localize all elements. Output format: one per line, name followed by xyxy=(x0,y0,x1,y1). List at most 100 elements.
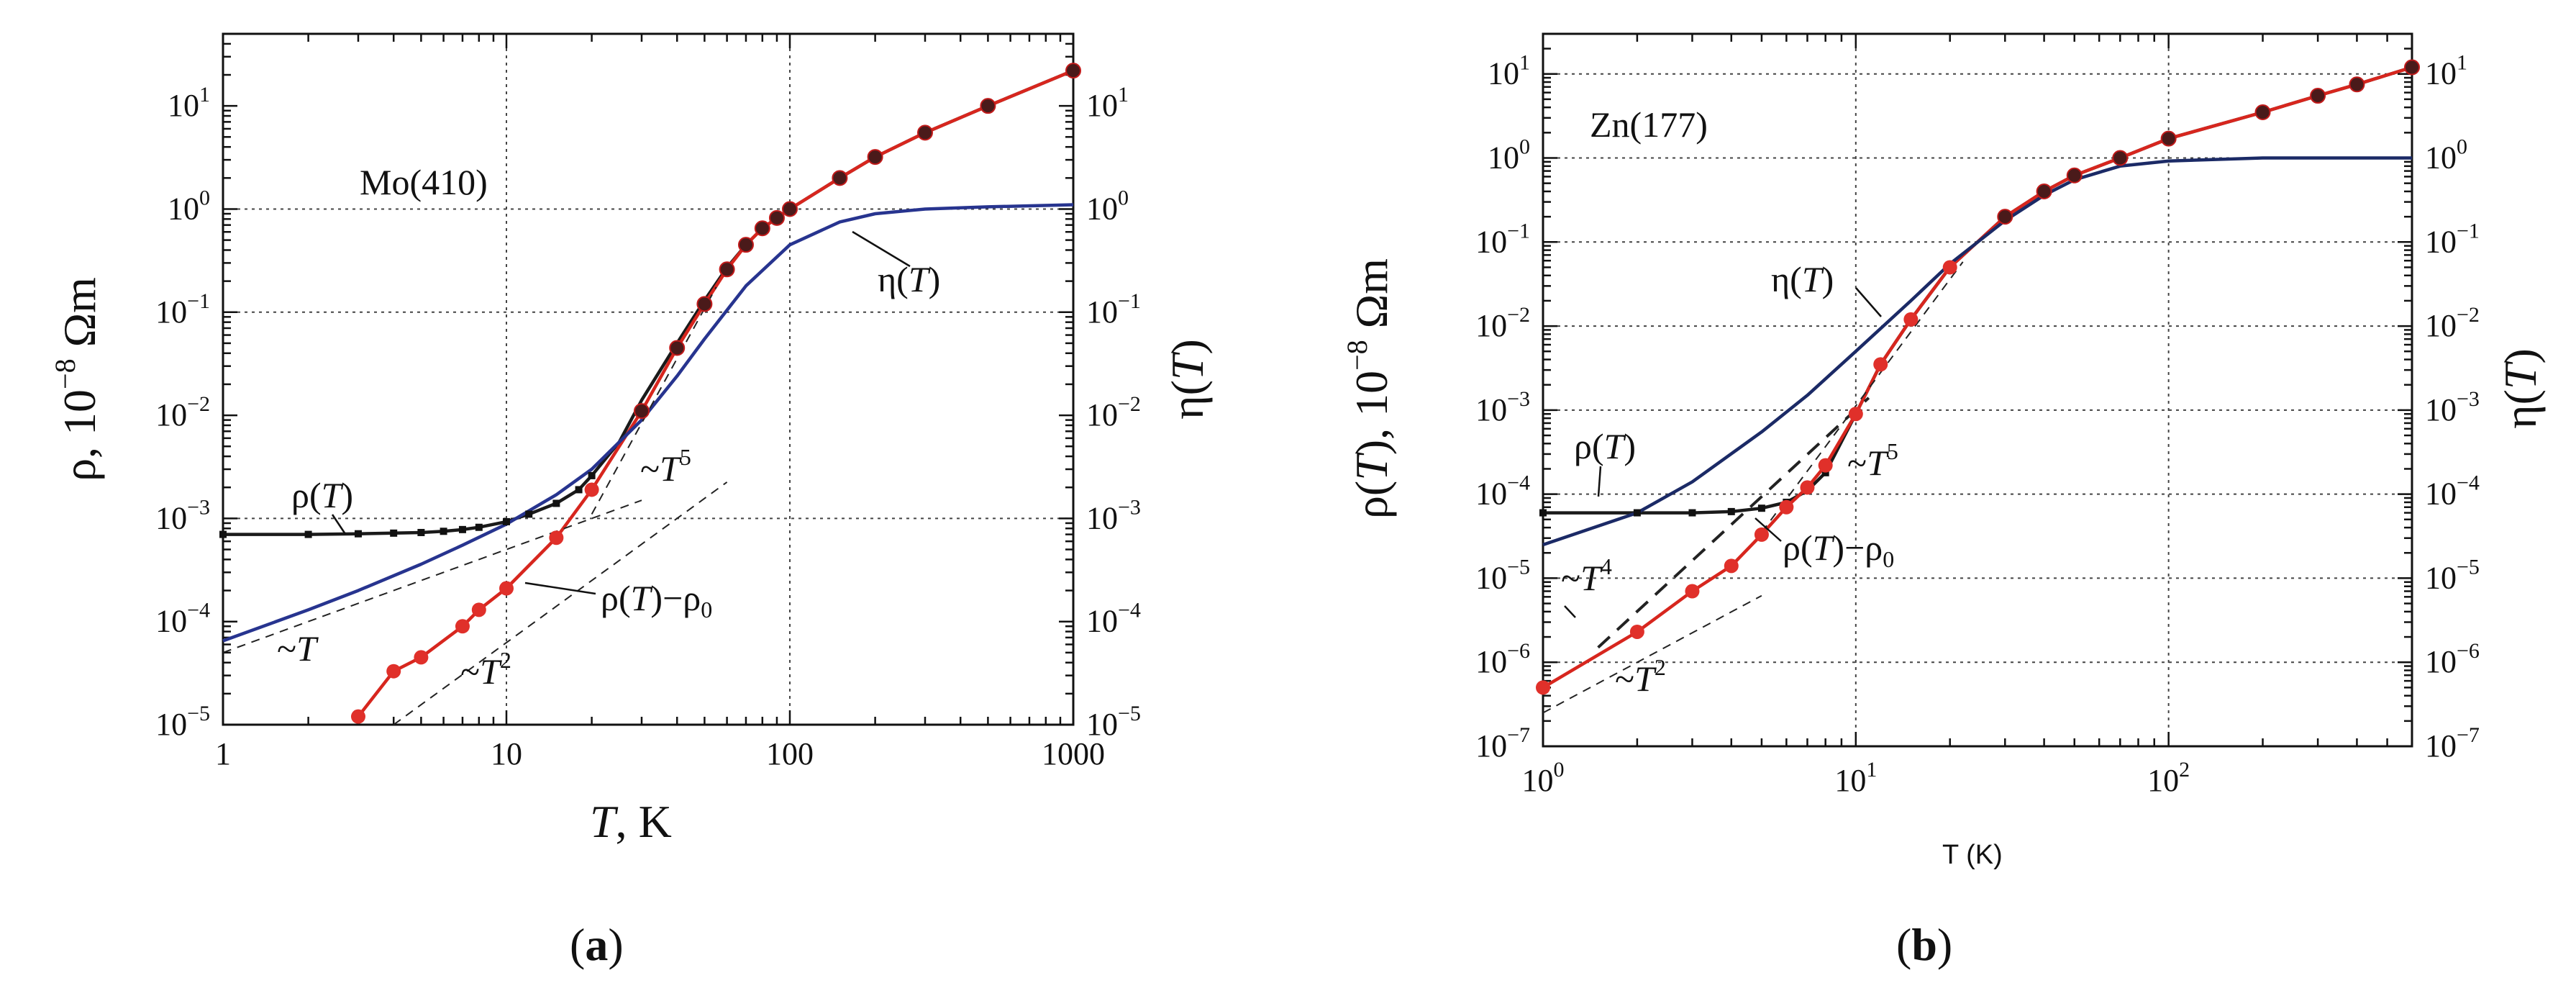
rho-marker xyxy=(417,528,425,536)
y-tick-label-left: 10−1 xyxy=(155,289,210,330)
rho-marker xyxy=(354,530,362,538)
y-tick-label-left: 10−5 xyxy=(1475,555,1530,595)
rho-marker xyxy=(1821,468,1829,476)
eta-label-b: η(T) xyxy=(1771,259,1834,299)
rho-rho0-marker xyxy=(1800,480,1815,495)
rho-rho0-label-a: ρ(T)−ρ0 xyxy=(601,578,712,622)
x-tick-label: 1000 xyxy=(1042,736,1105,771)
y-tick-label-right: 10−1 xyxy=(1086,289,1141,330)
panel-label-b: (b) xyxy=(1896,919,1952,970)
rho-rho0-marker xyxy=(1724,558,1739,574)
y-tick-label-right: 10−3 xyxy=(1086,495,1141,535)
rho-rho0-marker xyxy=(1536,680,1550,695)
rho-rho0-marker xyxy=(719,261,735,278)
rho-rho0-marker xyxy=(2349,76,2365,93)
y-tick-label-right: 10−7 xyxy=(2425,723,2480,764)
rho-marker xyxy=(1727,507,1735,515)
rho-rho0-marker xyxy=(1629,624,1644,639)
rho-rho0-label-b: ρ(T)−ρ0 xyxy=(1783,528,1894,572)
rho-rho0-marker xyxy=(1065,63,1081,79)
rho-marker xyxy=(219,530,227,538)
y-tick-label-left: 10−4 xyxy=(155,599,210,639)
rho-rho0-marker xyxy=(455,619,470,634)
t-linear-label-a: ~T xyxy=(277,628,319,669)
y-axis-label-left-a: ρ, 10−8 Ωm xyxy=(49,277,105,481)
rho-rho0-marker xyxy=(832,170,848,186)
y-tick-label-left: 10−5 xyxy=(155,702,210,742)
eta-leader-a xyxy=(852,230,911,268)
rho-rho0-marker xyxy=(1942,260,1957,275)
series-line-T xyxy=(222,203,1074,643)
x-tick-label: 100 xyxy=(766,736,814,771)
panel-b: 100 101 102 10−7 10−7 10−6 10−6 10−5 10−5 10−4 10−… xyxy=(1341,32,2546,970)
y-tick-label-right: 101 xyxy=(1086,83,1129,123)
y-tick-label-left: 100 xyxy=(1488,135,1530,176)
rho-rho0-marker xyxy=(414,650,429,665)
eta-label-a: η(T) xyxy=(878,259,940,299)
t-fourth-label-b: ~T4 xyxy=(1561,553,1612,598)
curves-a xyxy=(219,63,1081,725)
x-tick-label: 10 xyxy=(491,736,522,771)
rho-marker xyxy=(304,530,312,538)
x-axis-label-b: T (K) xyxy=(1942,840,2003,870)
x-axis-label-a: T, K xyxy=(590,796,672,847)
y-tick-label-left: 10−6 xyxy=(1475,639,1530,679)
rho-marker xyxy=(458,525,466,533)
rho-marker xyxy=(552,499,560,507)
t-fourth-leader-b xyxy=(1564,605,1576,618)
y-tick-label-left: 101 xyxy=(168,83,210,123)
rho-rho0-marker xyxy=(1997,209,2013,225)
rho-rho0-marker xyxy=(2160,130,2177,147)
rho-rho0-marker xyxy=(2036,183,2052,199)
rho-rho0-marker xyxy=(1848,407,1863,422)
rho-rho0-marker xyxy=(2404,59,2420,76)
rho-rho0-marker xyxy=(1685,584,1700,599)
y-tick-label-right: 10−5 xyxy=(1086,702,1141,742)
series-line-T xyxy=(1542,156,2412,547)
rho-rho0-marker xyxy=(1754,527,1769,542)
rho-rho0-marker xyxy=(980,98,996,114)
y-tick-label-right: 10−2 xyxy=(2425,303,2480,343)
rho-rho0-marker xyxy=(2310,88,2326,104)
plot-frame-b xyxy=(1542,32,2413,748)
curves-b xyxy=(1536,59,2420,714)
y-tick-label-left: 10−2 xyxy=(155,392,210,433)
t-fifth-label-b: ~T5 xyxy=(1847,438,1898,483)
ticks-b: 100 101 102 10−7 10−7 10−6 10−6 10−5 10−5 10−4 10−… xyxy=(1475,32,2480,798)
series-line-T-guide xyxy=(591,286,717,515)
rho-marker xyxy=(1688,509,1696,517)
plot-frame-a xyxy=(222,32,1075,726)
eta-leader-b xyxy=(1855,287,1882,317)
series-line-T-guide xyxy=(1542,594,1762,714)
rho-rho0-marker xyxy=(669,340,686,356)
series-line-T xyxy=(1542,65,2413,689)
t-squared-label-b: ~T2 xyxy=(1615,654,1666,699)
series-line-T-guide xyxy=(393,481,728,725)
rho-marker xyxy=(440,528,447,535)
rho-rho0-marker xyxy=(633,403,650,420)
rho-rho0-marker xyxy=(549,530,564,545)
y-axis-label-left-b: ρ(T), 10−8 Ωm xyxy=(1341,258,1397,519)
y-tick-label-right: 101 xyxy=(2425,51,2467,91)
rho-rho0-marker xyxy=(1903,312,1919,327)
y-tick-label-right: 10−6 xyxy=(2425,639,2480,679)
y-axis-label-right-b: η(T) xyxy=(2495,348,2546,429)
rho-marker xyxy=(525,510,533,518)
y-tick-label-left: 10−4 xyxy=(1475,471,1530,512)
rho-marker xyxy=(1539,509,1547,517)
rho-rho0-marker xyxy=(2066,167,2083,184)
y-tick-label-right: 10−5 xyxy=(2425,555,2480,595)
x-tick-label: 1 xyxy=(215,736,231,771)
rho-rho0-marker xyxy=(2254,104,2271,120)
y-tick-label-right: 100 xyxy=(2425,135,2467,176)
rho-rho0-marker xyxy=(386,664,401,679)
rho-rho0-marker xyxy=(782,201,798,217)
rho-rho0-marker xyxy=(1779,499,1794,515)
rho-marker xyxy=(588,471,596,479)
rho-rho0-marker xyxy=(754,220,770,237)
rho-rho0-marker xyxy=(696,296,713,312)
rho-label-a: ρ(T) xyxy=(291,475,353,515)
series-line-T-guide xyxy=(1597,397,1870,649)
y-tick-label-left: 10−3 xyxy=(1475,387,1530,427)
